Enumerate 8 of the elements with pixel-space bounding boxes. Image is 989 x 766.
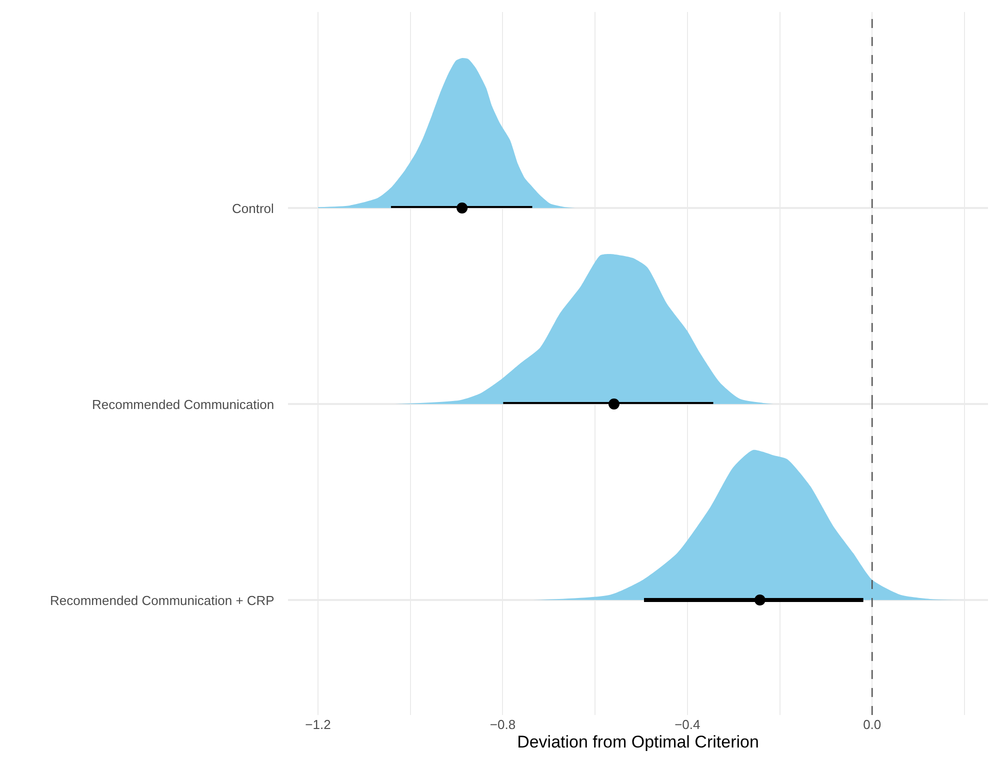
x-tick-label: −0.8 <box>490 717 516 732</box>
y-axis-title: Recommended Communication + CRP <box>50 593 274 608</box>
x-axis-title: Deviation from Optimal Criterion <box>517 732 759 752</box>
y-axis-title: Control <box>232 201 274 216</box>
x-tick-label: −0.4 <box>674 717 700 732</box>
x-tick-label: 0.0 <box>863 717 882 732</box>
x-tick-label: −1.2 <box>305 717 331 732</box>
y-axis-title: Recommended Communication <box>92 397 274 412</box>
